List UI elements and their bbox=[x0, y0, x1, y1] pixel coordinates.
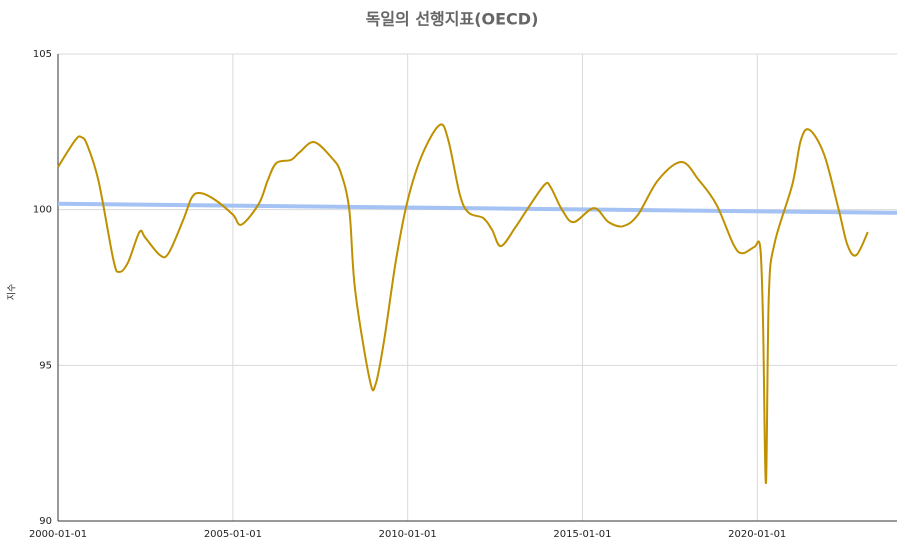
y-tick-label: 95 bbox=[39, 360, 52, 371]
y-tick-label: 100 bbox=[33, 205, 52, 216]
x-tick-label: 2000-01-01 bbox=[29, 529, 87, 540]
y-axis-label: 지수 bbox=[7, 284, 18, 301]
chart-title: 독일의 선행지표(OECD) bbox=[366, 10, 539, 29]
x-tick-label: 2005-01-01 bbox=[204, 529, 262, 540]
y-tick-label: 105 bbox=[33, 49, 52, 60]
line-series bbox=[57, 201, 898, 215]
x-tick-label: 2020-01-01 bbox=[728, 529, 786, 540]
x-tick-label: 2015-01-01 bbox=[553, 529, 611, 540]
x-tick-label: 2010-01-01 bbox=[379, 529, 437, 540]
y-tick-label: 90 bbox=[39, 516, 52, 527]
line-series bbox=[57, 123, 869, 485]
